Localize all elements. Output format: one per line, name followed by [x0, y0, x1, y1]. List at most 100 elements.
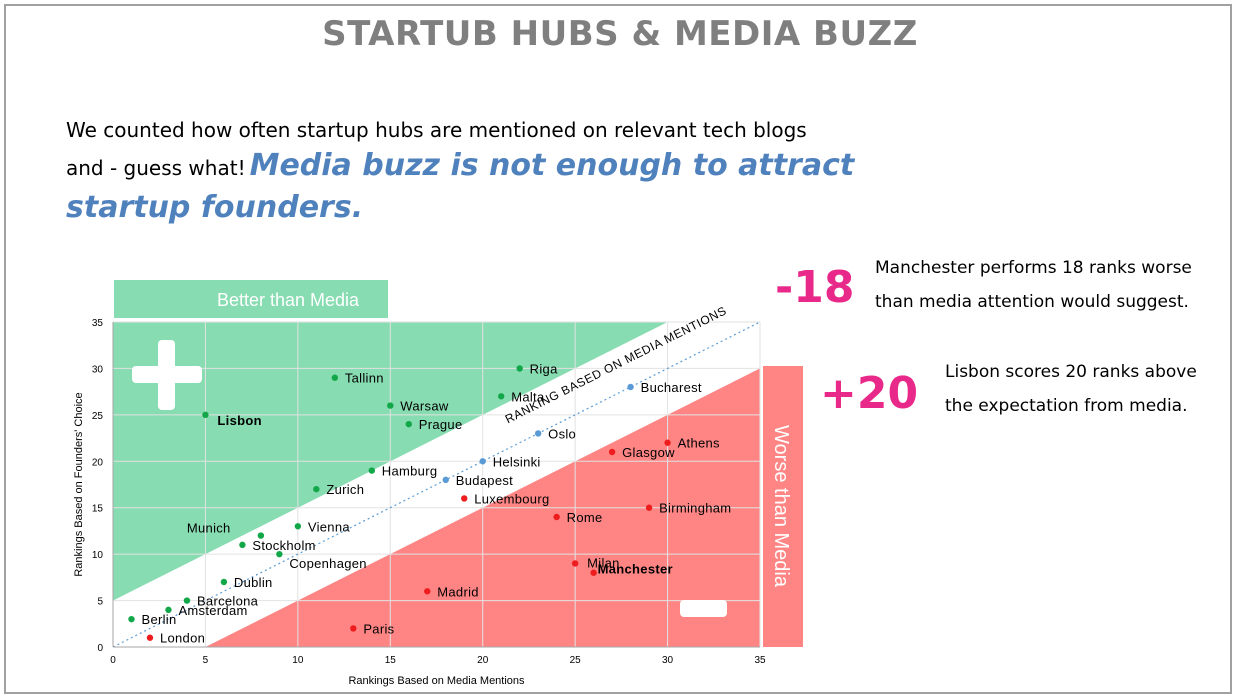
- minus-icon: [680, 600, 727, 617]
- y-tick-label: 10: [92, 550, 104, 561]
- point-label-zurich: Zurich: [326, 482, 364, 497]
- point-label-luxembourg: Luxembourg: [474, 491, 549, 506]
- point-amsterdam: [165, 606, 172, 614]
- x-tick-label: 0: [110, 655, 116, 666]
- point-budapest: [442, 476, 449, 484]
- point-label-tallinn: Tallinn: [345, 371, 384, 386]
- y-tick-label: 15: [92, 504, 104, 515]
- point-warsaw: [387, 402, 394, 409]
- callout-lisbon-line-2: the expectation from media.: [945, 396, 1188, 416]
- point-label-prague: Prague: [419, 417, 463, 432]
- point-riga: [516, 365, 523, 372]
- point-munich: [257, 532, 265, 539]
- intro-line-2-text: and - guess what!: [66, 156, 246, 180]
- point-madrid: [424, 588, 431, 595]
- point-label-athens: Athens: [678, 436, 720, 451]
- point-label-rome: Rome: [567, 510, 603, 525]
- point-label-helsinki: Helsinki: [493, 454, 541, 469]
- point-copenhagen: [276, 550, 283, 558]
- diagonal-line: [112, 321, 761, 648]
- x-tick-label: 10: [292, 655, 304, 666]
- point-oslo: [534, 430, 542, 437]
- slide-title: STARTUB HUBS & MEDIA BUZZ: [322, 14, 918, 54]
- y-tick-label: 0: [97, 643, 103, 654]
- point-label-amsterdam: Amsterdam: [178, 603, 247, 618]
- point-malta: [498, 393, 505, 400]
- point-prague: [405, 420, 412, 428]
- y-tick-label: 25: [92, 411, 104, 422]
- point-glasgow: [608, 448, 616, 456]
- point-paris: [350, 625, 357, 632]
- plus-icon: [158, 340, 175, 410]
- point-label-dublin: Dublin: [234, 575, 273, 590]
- highlight-line-2: startup founders.: [66, 190, 364, 225]
- point-bucharest: [627, 383, 634, 391]
- point-luxembourg: [461, 495, 468, 502]
- y-axis-title: Rankings Based on Founders' Choice: [73, 392, 85, 576]
- callout-lisbon-line-1: Lisbon scores 20 ranks above: [945, 362, 1197, 382]
- point-label-malta: Malta: [511, 389, 545, 404]
- better-banner-label: Better than Media: [217, 290, 360, 310]
- point-label-london: London: [160, 631, 205, 646]
- point-label-munich: Munich: [187, 521, 231, 536]
- worse-banner-label: Worse than Media: [770, 425, 792, 588]
- point-label-berlin: Berlin: [141, 612, 176, 627]
- callout-manchester-number: -18: [775, 262, 855, 313]
- y-tick-label: 30: [92, 364, 104, 375]
- point-helsinki: [479, 458, 486, 465]
- point-lisbon: [202, 411, 209, 419]
- point-birmingham: [645, 504, 653, 511]
- point-manchester: [590, 569, 597, 576]
- point-dublin: [220, 578, 228, 586]
- point-label-glasgow: Glasgow: [622, 445, 675, 460]
- intro-line-1: We counted how often startup hubs are me…: [66, 118, 807, 142]
- point-label-bucharest: Bucharest: [641, 380, 702, 395]
- point-label-stockholm: Stockholm: [252, 538, 315, 553]
- point-athens: [664, 439, 671, 446]
- point-label-madrid: Madrid: [437, 584, 479, 599]
- y-tick-label: 35: [92, 318, 104, 329]
- x-tick-label: 30: [662, 655, 674, 666]
- point-label-riga: Riga: [530, 361, 558, 376]
- x-tick-label: 15: [385, 655, 397, 666]
- point-barcelona: [183, 597, 191, 604]
- point-hamburg: [368, 467, 375, 474]
- point-stockholm: [239, 541, 246, 549]
- callout-lisbon-text: Lisbon scores 20 ranks above the expecta…: [945, 355, 1197, 423]
- point-vienna: [294, 523, 302, 530]
- x-tick-label: 25: [570, 655, 582, 666]
- worse-banner: [763, 366, 803, 647]
- point-tallinn: [331, 374, 339, 381]
- slide-frame: [4, 4, 1232, 694]
- point-label-manchester: Manchester: [598, 562, 673, 577]
- x-tick-label: 20: [477, 655, 489, 666]
- x-axis-title: Rankings Based on Media Mentions: [348, 675, 525, 687]
- point-zurich: [313, 485, 320, 493]
- point-label-birmingham: Birmingham: [659, 501, 731, 516]
- point-berlin: [128, 615, 135, 623]
- callout-manchester-text: Manchester performs 18 ranks worse than …: [875, 251, 1192, 319]
- callout-lisbon-number: +20: [820, 368, 919, 419]
- better-banner: [114, 280, 388, 318]
- highlight-line-1: Media buzz is not enough to attract: [249, 148, 855, 183]
- point-label-paris: Paris: [363, 621, 394, 636]
- point-london: [146, 634, 154, 641]
- point-label-hamburg: Hamburg: [382, 464, 438, 479]
- point-label-budapest: Budapest: [456, 473, 513, 488]
- callout-manchester-line-1: Manchester performs 18 ranks worse: [875, 258, 1192, 278]
- point-label-copenhagen: Copenhagen: [289, 556, 366, 571]
- y-tick-label: 5: [97, 597, 103, 608]
- callout-manchester-line-2: than media attention would suggest.: [875, 292, 1189, 312]
- x-tick-label: 5: [203, 655, 209, 666]
- point-label-lisbon: Lisbon: [217, 413, 261, 428]
- intro-line-2: and - guess what! Media buzz is not enoug…: [66, 148, 854, 183]
- point-label-oslo: Oslo: [548, 426, 576, 441]
- point-label-barcelona: Barcelona: [197, 594, 259, 609]
- x-tick-label: 35: [754, 655, 766, 666]
- point-milan: [571, 560, 579, 567]
- y-tick-label: 20: [92, 457, 104, 468]
- point-label-warsaw: Warsaw: [400, 399, 449, 414]
- point-rome: [553, 513, 560, 521]
